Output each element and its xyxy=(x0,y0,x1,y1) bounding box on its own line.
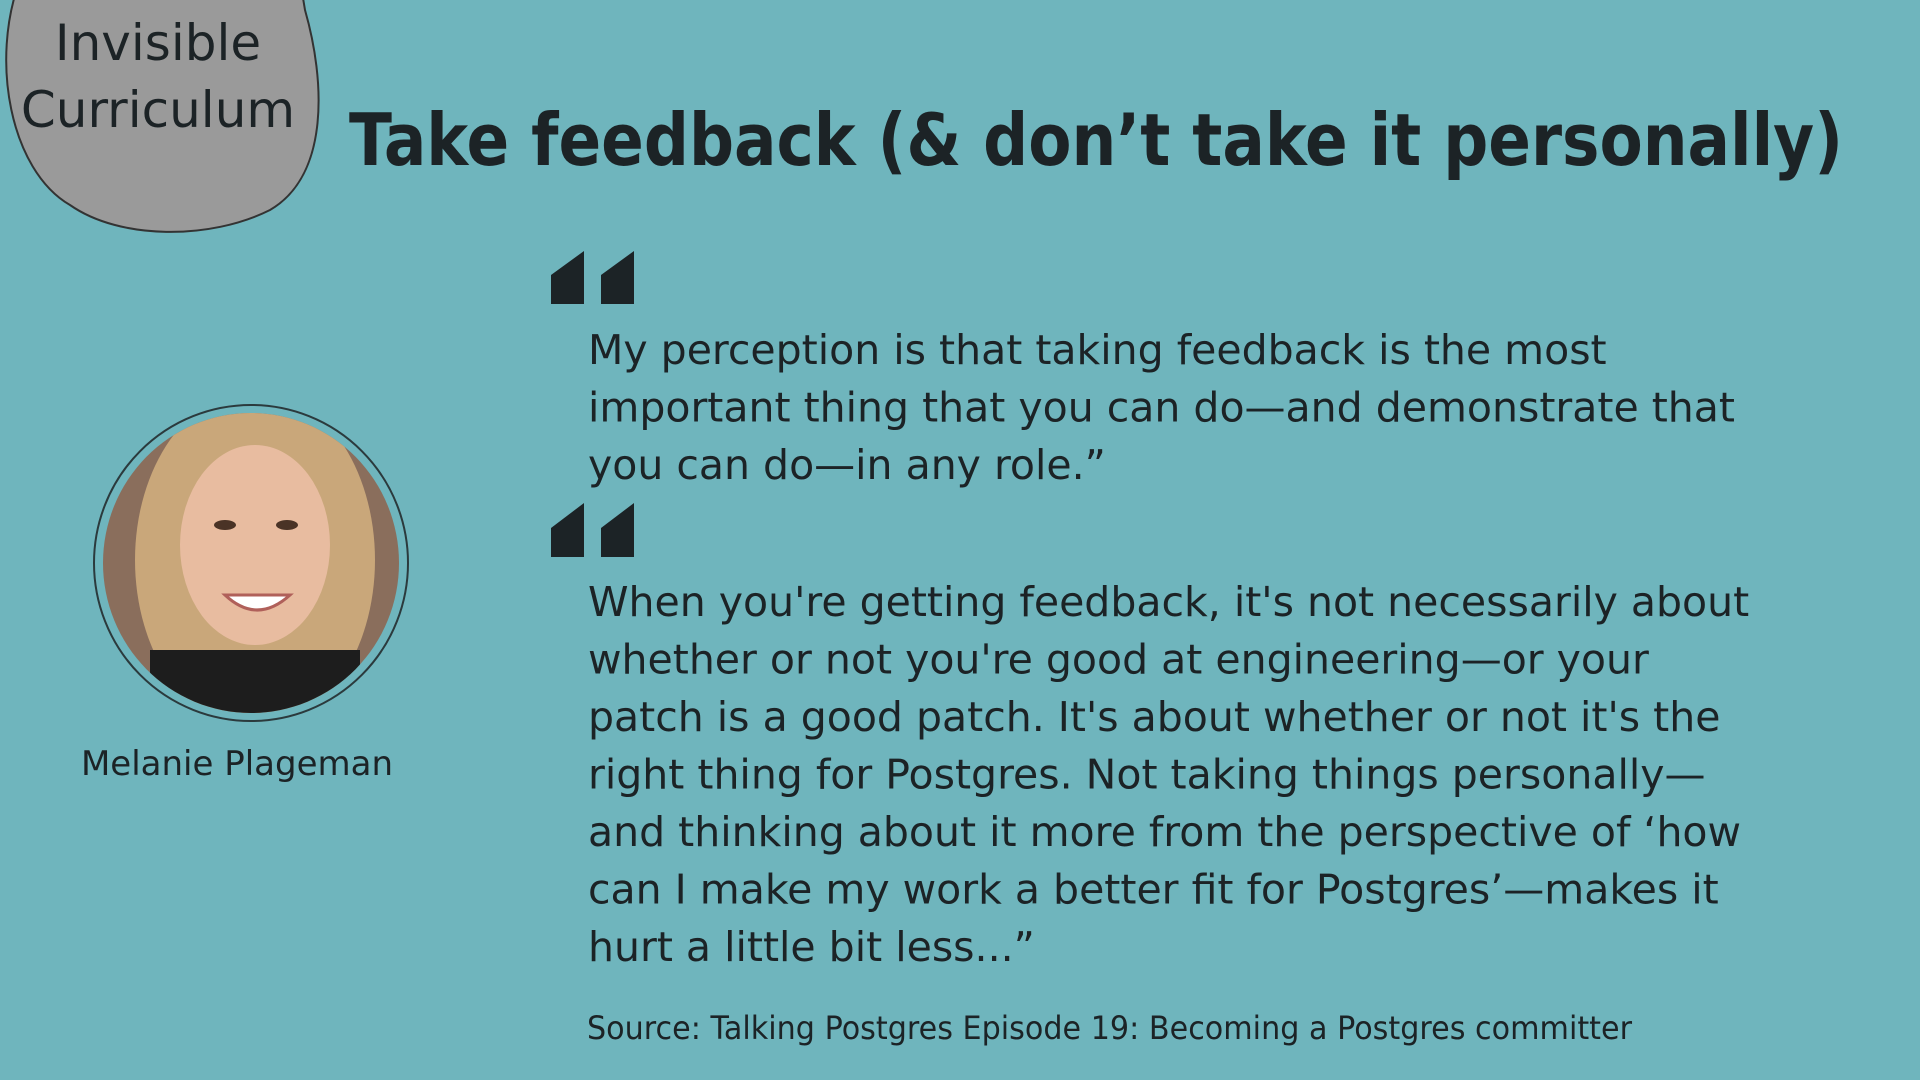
source: Source: Talking Postgres Episode 19: Bec… xyxy=(587,1009,1633,1047)
quote-line: you can do—in any role.” xyxy=(588,441,1106,489)
badge-text: Invisible xyxy=(55,14,261,72)
quote-line: When you're getting feedback, it's not n… xyxy=(588,578,1749,626)
speaker-photo xyxy=(93,404,409,722)
quote-line: whether or not you're good at engineerin… xyxy=(588,636,1649,684)
quote-mark xyxy=(551,503,634,557)
speaker-name: Melanie Plageman xyxy=(81,744,393,784)
badge-shape xyxy=(5,0,320,233)
quote-line: right thing for Postgres. Not taking thi… xyxy=(588,751,1706,799)
quote-line: patch is a good patch. It's about whethe… xyxy=(588,693,1720,741)
quote-line: important thing that you can do—and demo… xyxy=(588,384,1735,432)
quote-line: and thinking about it more from the pers… xyxy=(588,808,1741,856)
quote-line: hurt a little bit less...” xyxy=(588,923,1035,971)
badge-text: Curriculum xyxy=(21,81,295,139)
quote-mark xyxy=(551,251,634,304)
quote-line: can I make my work a better fit for Post… xyxy=(588,866,1719,914)
slide-title: Take feedback (& don’t take it personall… xyxy=(349,98,1843,182)
quote-line: My perception is that taking feedback is… xyxy=(588,326,1607,374)
